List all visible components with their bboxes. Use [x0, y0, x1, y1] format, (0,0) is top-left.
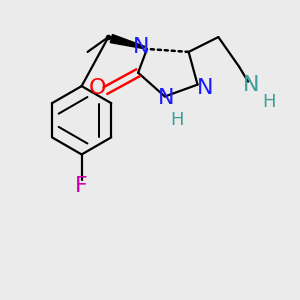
Polygon shape — [110, 34, 144, 49]
Text: O: O — [89, 78, 107, 98]
Text: N: N — [197, 78, 213, 98]
Text: H: H — [262, 93, 276, 111]
Text: H: H — [170, 111, 184, 129]
Text: N: N — [133, 38, 149, 58]
Text: N: N — [158, 88, 175, 108]
Text: F: F — [75, 176, 88, 196]
Text: N: N — [243, 75, 259, 94]
